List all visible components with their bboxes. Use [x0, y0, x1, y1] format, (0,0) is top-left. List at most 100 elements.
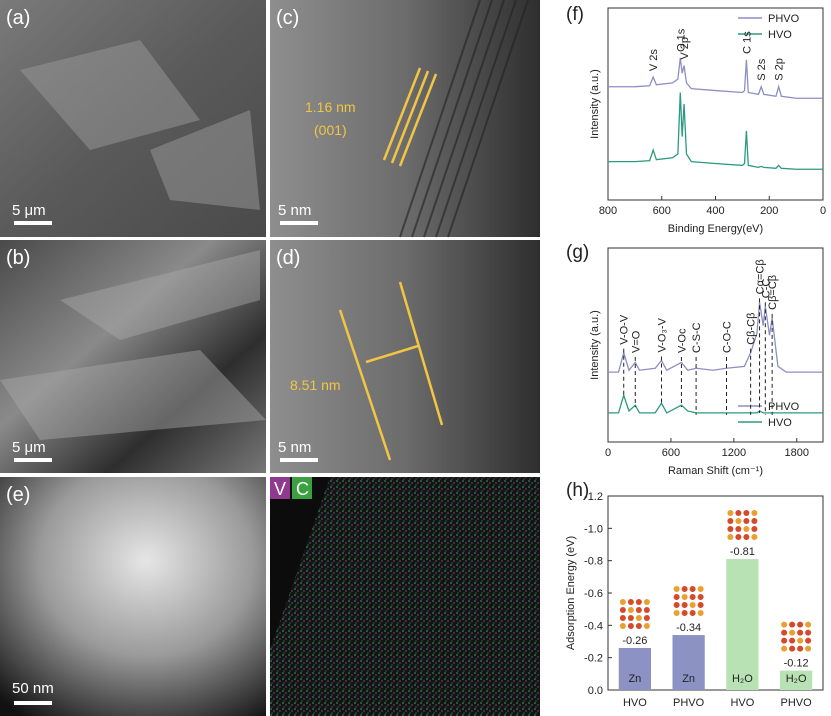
structure-icon: [781, 621, 812, 652]
atom: [619, 614, 626, 621]
atom: [635, 606, 642, 613]
atom: [751, 534, 758, 541]
channel-label: C: [296, 479, 309, 499]
tem-image: [270, 240, 540, 473]
x-tick-label: 600: [653, 205, 671, 217]
bar: [618, 647, 651, 690]
atom: [673, 594, 680, 601]
thickness-marker: [338, 281, 444, 461]
atom: [673, 586, 680, 593]
sem-image: [0, 240, 266, 473]
atom: [619, 622, 626, 629]
atom: [643, 606, 650, 613]
panel-label: (c): [276, 7, 299, 29]
peak-annotation: Cβ-Cβ: [746, 313, 758, 345]
atom: [797, 645, 804, 652]
atom: [619, 598, 626, 605]
peak-annotation: Cβ=Cβ: [767, 275, 779, 310]
lattice-fringes: [399, 0, 529, 238]
value-label: -0.81: [730, 546, 755, 558]
scale-label: 5 μm: [12, 202, 46, 219]
scale-label: 50 nm: [12, 680, 54, 697]
atom: [781, 629, 788, 636]
panel-a: (a) 5 μm: [0, 0, 266, 237]
atom: [689, 602, 696, 609]
x-tick-label: PHVO: [781, 697, 813, 709]
panel-label: (h): [566, 480, 589, 501]
y-axis-label: Intensity (a.u.): [589, 69, 601, 139]
atom: [735, 518, 742, 525]
annotation: (001): [314, 122, 347, 138]
atom: [727, 526, 734, 533]
atom: [643, 622, 650, 629]
atom: [627, 614, 634, 621]
atom: [689, 610, 696, 617]
atom: [789, 645, 796, 652]
value-label: -0.12: [784, 658, 809, 670]
atom: [781, 645, 788, 652]
atom: [743, 526, 750, 533]
atom: [727, 534, 734, 541]
series-line: [608, 302, 823, 373]
atom: [643, 614, 650, 621]
peak-annotation: V 2p: [679, 37, 691, 60]
atom: [681, 610, 688, 617]
x-tick-label: HVO: [730, 697, 754, 709]
y-tick-label: -1.2: [584, 491, 603, 503]
atom: [697, 594, 704, 601]
y-tick-label: -0.8: [584, 556, 603, 568]
atom: [789, 629, 796, 636]
bar: [672, 635, 705, 690]
channel-label: V: [274, 479, 286, 499]
series-line: [608, 57, 823, 99]
atom: [805, 621, 812, 628]
atom: [797, 629, 804, 636]
panel-label: (f): [566, 4, 584, 25]
bar-inner-label: Zn: [682, 673, 695, 685]
series-line: [608, 393, 823, 414]
fringe-lines: [382, 67, 438, 167]
peak-annotation: Cα=Cβ: [755, 259, 767, 294]
panel-b: (b) 5 μm: [0, 240, 266, 473]
atom: [681, 594, 688, 601]
peak-annotation: S 2s: [756, 58, 768, 81]
structure-icon: [727, 510, 758, 541]
atom: [735, 534, 742, 541]
y-axis-label: Intensity (a.u.): [589, 310, 601, 380]
x-tick-label: HVO: [623, 697, 647, 709]
atom: [689, 586, 696, 593]
x-tick-label: 200: [760, 205, 778, 217]
atom: [789, 637, 796, 644]
value-label: -0.34: [676, 622, 701, 634]
peak-annotation: V=O: [630, 330, 642, 353]
x-tick-label: 1200: [722, 447, 746, 459]
scale-label: 5 nm: [278, 439, 311, 456]
flake: [20, 40, 260, 210]
y-tick-label: -1.0: [584, 523, 603, 535]
eds-map: [270, 477, 540, 716]
bar-inner-label: Zn: [628, 673, 641, 685]
x-tick-label: 600: [662, 447, 680, 459]
atom: [627, 622, 634, 629]
structure-icon: [619, 598, 650, 629]
atom: [627, 598, 634, 605]
atom: [797, 637, 804, 644]
value-label: -0.26: [622, 635, 647, 647]
annotation: 8.51 nm: [290, 377, 341, 393]
atom: [805, 637, 812, 644]
legend-label: HVO: [768, 417, 792, 429]
flake: [0, 250, 266, 440]
atom: [781, 621, 788, 628]
bar-inner-label: H₂O: [786, 673, 807, 685]
panel-label: (g): [566, 242, 589, 263]
bar: [726, 559, 759, 690]
panel-label: (b): [6, 247, 30, 269]
tem-image: [270, 0, 540, 237]
atom: [697, 610, 704, 617]
panel-c: (c) 1.16 nm (001) 5 nm: [270, 0, 540, 238]
peak-annotation: O 1s: [675, 28, 687, 52]
atom: [805, 645, 812, 652]
x-tick-label: 0: [605, 447, 611, 459]
atom: [805, 629, 812, 636]
